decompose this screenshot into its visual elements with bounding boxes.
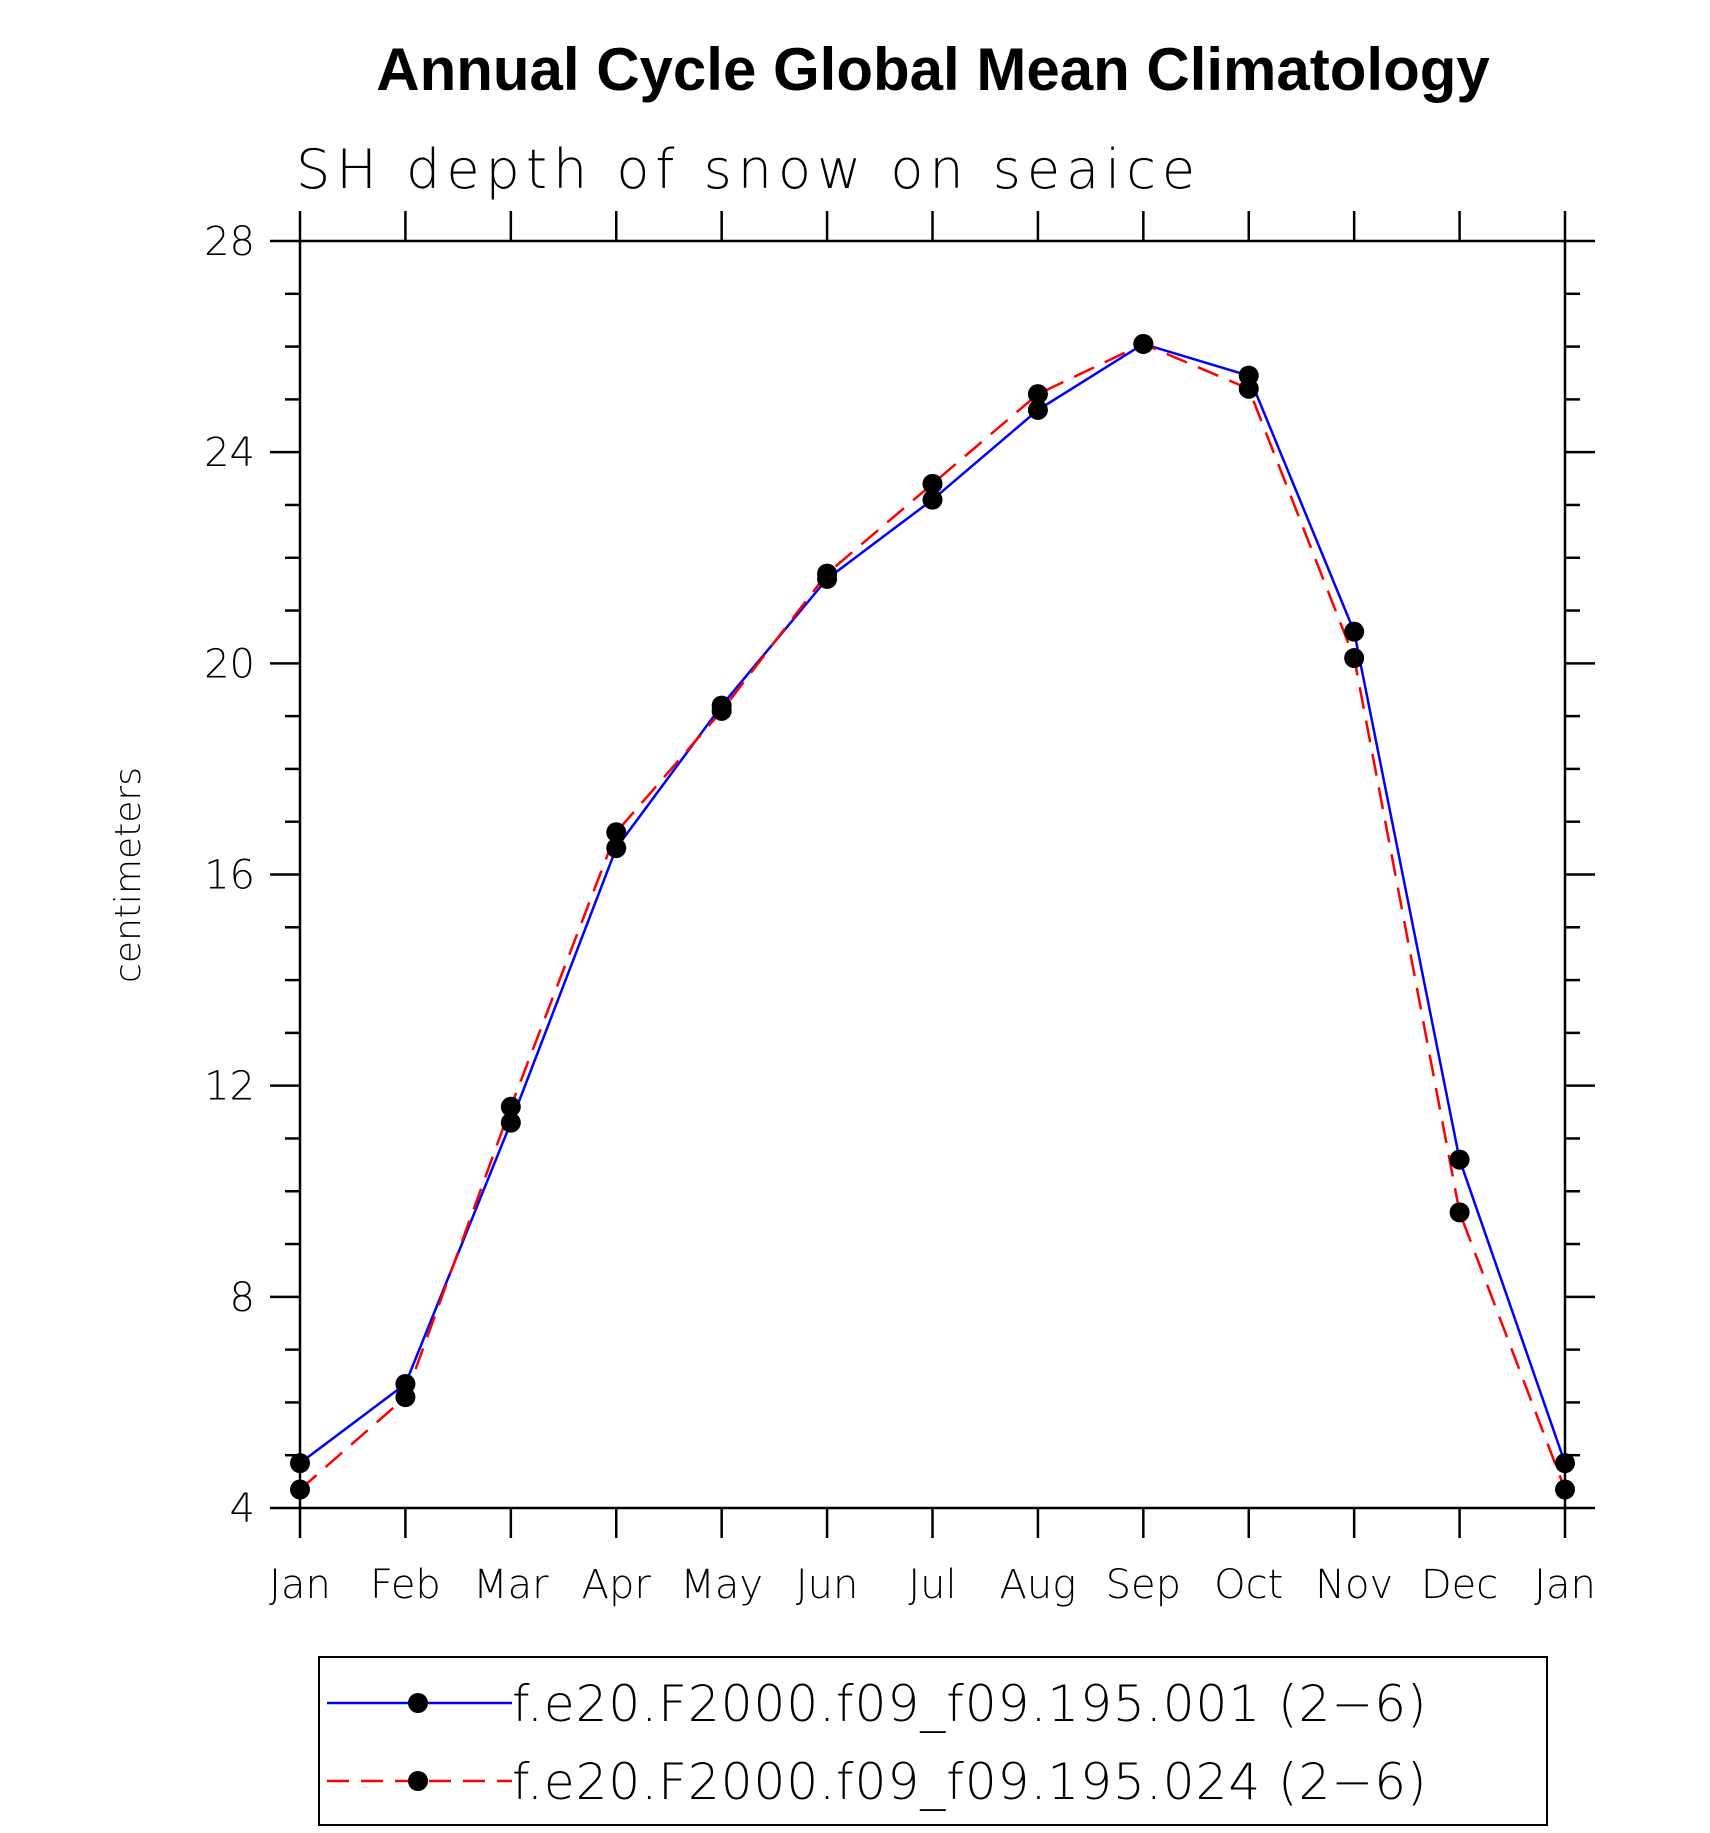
legend: f.e20.F2000.f09_f09.195.001 (2−6) f.e20.F… xyxy=(318,1656,1548,1826)
y-tick-label: 8 xyxy=(230,1275,255,1321)
y-tick-label: 16 xyxy=(204,853,255,899)
legend-box xyxy=(318,1656,1548,1826)
y-tick-label: 28 xyxy=(204,219,255,265)
x-tick-label: Sep xyxy=(1106,1562,1181,1608)
y-tick-label: 24 xyxy=(204,430,255,476)
series-2-point xyxy=(1555,1479,1575,1500)
series-1-point xyxy=(290,1453,310,1474)
legend-label-1: f.e20.F2000.f09_f09.195.001 (2−6) xyxy=(512,1675,1428,1733)
series-2-point xyxy=(1238,378,1259,399)
x-tick-label: Nov xyxy=(1315,1562,1393,1608)
x-tick-label: Jun xyxy=(796,1562,859,1608)
legend-label-2: f.e20.F2000.f09_f09.195.024 (2−6) xyxy=(512,1753,1428,1811)
x-tick-label: Apr xyxy=(582,1562,652,1608)
series-2-point xyxy=(1344,648,1365,669)
chart-title: Annual Cycle Global Mean Climatology xyxy=(376,36,1490,103)
x-tick-label: Feb xyxy=(370,1562,441,1608)
series-1-point xyxy=(1449,1149,1470,1170)
axis-ticks xyxy=(270,211,1595,1538)
x-tick-label: Jan xyxy=(269,1562,331,1608)
plot-frame xyxy=(298,239,1567,1510)
y-tick-label: 4 xyxy=(230,1486,255,1532)
series-line-2 xyxy=(299,342,1567,1491)
series-1-point xyxy=(1344,621,1365,642)
x-tick-label: Dec xyxy=(1421,1562,1498,1608)
legend-marker-2 xyxy=(408,1771,428,1791)
x-tick-label: Mar xyxy=(473,1562,549,1608)
series-2-point xyxy=(606,822,627,843)
y-tick-label: 20 xyxy=(204,641,255,687)
legend-entries: f.e20.F2000.f09_f09.195.001 (2−6) f.e20.F… xyxy=(327,1675,1428,1811)
series-1-point xyxy=(1555,1453,1575,1474)
x-tick-label: May xyxy=(680,1562,763,1608)
y-tick-label: 12 xyxy=(204,1064,255,1110)
chart-subtitle: SH depth of snow on seaice xyxy=(296,138,1201,201)
series-2-point xyxy=(395,1387,416,1408)
series-1-point xyxy=(922,489,943,510)
series-1-point xyxy=(1027,399,1048,420)
y-axis-label: centimeters xyxy=(108,767,149,983)
tick-labels: Jan Feb Mar Apr May Jun Jul Aug Sep Oct Nov Dec Jan 4… xyxy=(204,219,1596,1608)
series-2-point xyxy=(1449,1202,1470,1223)
series-1-point xyxy=(606,838,627,859)
x-tick-label: Oct xyxy=(1214,1562,1283,1608)
series-2-point xyxy=(1133,333,1154,354)
series-2-point xyxy=(500,1096,521,1117)
series-1-point xyxy=(500,1112,521,1133)
x-tick-label: Aug xyxy=(1000,1562,1077,1608)
series-2-point xyxy=(1027,384,1048,405)
series-line-1 xyxy=(299,342,1567,1465)
series-2-point xyxy=(711,700,732,721)
x-tick-label: Jan xyxy=(1534,1562,1596,1608)
x-tick-label: Jul xyxy=(908,1562,956,1608)
series-2-point xyxy=(290,1479,310,1500)
series-2-point xyxy=(922,473,943,494)
series-layer xyxy=(290,333,1575,1500)
legend-marker-1 xyxy=(408,1693,428,1713)
series-2-point xyxy=(817,563,838,584)
